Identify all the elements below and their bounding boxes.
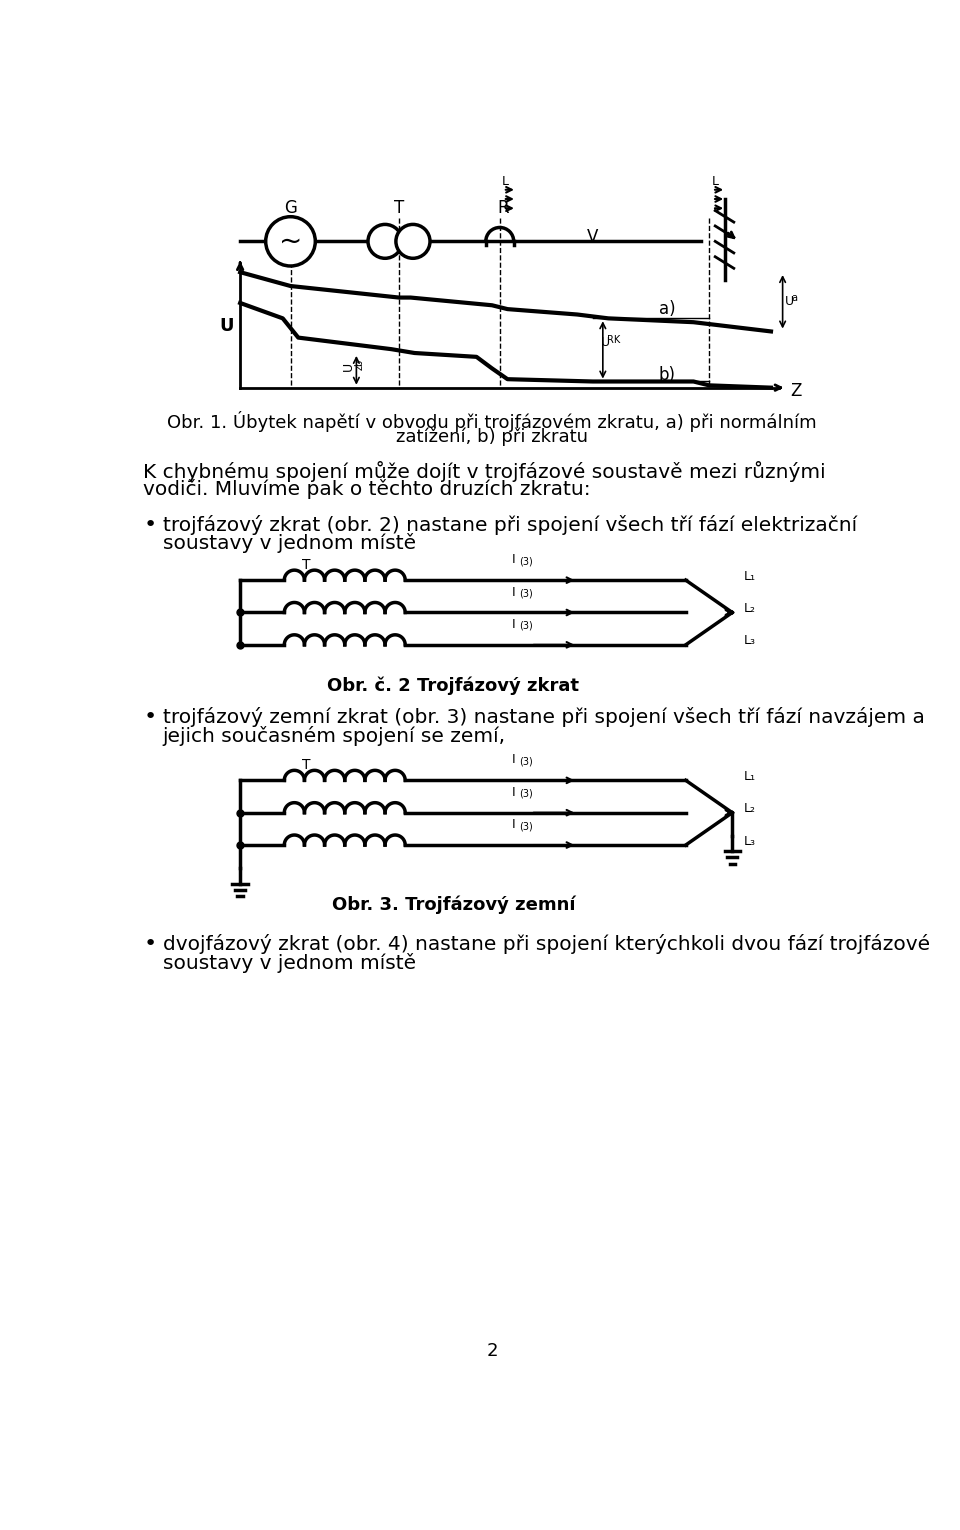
Text: (3): (3) (519, 557, 533, 566)
Text: (3): (3) (519, 822, 533, 831)
Text: U: U (219, 317, 233, 335)
Text: trojfázový zkrat (obr. 2) nastane při spojení všech tří fází elektrizační: trojfázový zkrat (obr. 2) nastane při sp… (162, 514, 856, 534)
Text: U: U (342, 361, 355, 370)
Text: Obr. 1. Úbytek napětí v obvodu při trojfázovém zkratu, a) při normálním: Obr. 1. Úbytek napětí v obvodu při trojf… (167, 410, 817, 431)
Circle shape (368, 225, 402, 259)
Text: L₂: L₂ (744, 603, 756, 615)
Text: L₁: L₁ (744, 770, 756, 783)
Text: T: T (394, 199, 404, 217)
Text: K chybnému spojení může dojít v trojfázové soustavě mezi různými: K chybnému spojení může dojít v trojfázo… (143, 461, 826, 482)
Text: L₂: L₂ (744, 802, 756, 815)
Text: L: L (502, 174, 509, 188)
Text: vodiči. Mluvíme pak o těchto druzích zkratu:: vodiči. Mluvíme pak o těchto druzích zkr… (143, 479, 590, 499)
Circle shape (396, 225, 430, 259)
Circle shape (266, 217, 315, 266)
Text: Obr. 3. Trojfázový zemní: Obr. 3. Trojfázový zemní (331, 897, 575, 915)
Text: 2: 2 (487, 1342, 497, 1360)
Text: b): b) (659, 366, 676, 384)
Text: I: I (512, 586, 516, 598)
Text: T: T (301, 757, 310, 773)
Text: I: I (512, 618, 516, 630)
Text: U: U (601, 337, 610, 349)
Text: Obr. č. 2 Trojfázový zkrat: Obr. č. 2 Trojfázový zkrat (327, 676, 579, 695)
Text: (3): (3) (519, 621, 533, 630)
Text: dvojfázový zkrat (obr. 4) nastane při spojení kterýchkoli dvou fází trojfázové: dvojfázový zkrat (obr. 4) nastane při sp… (162, 935, 929, 955)
Text: T: T (301, 558, 310, 572)
Text: L₃: L₃ (744, 835, 756, 848)
Text: zatížení, b) při zkratu: zatížení, b) při zkratu (396, 428, 588, 447)
Text: soustavy v jednom místě: soustavy v jednom místě (162, 532, 416, 554)
Text: •: • (143, 935, 156, 955)
Text: (3): (3) (519, 589, 533, 598)
Text: I: I (512, 819, 516, 831)
Text: soustavy v jednom místě: soustavy v jednom místě (162, 953, 416, 973)
Text: I: I (512, 753, 516, 767)
Text: L: L (711, 174, 718, 188)
Text: trojfázový zemní zkrat (obr. 3) nastane při spojení všech tří fází navzájem a: trojfázový zemní zkrat (obr. 3) nastane … (162, 707, 924, 727)
Text: •: • (143, 707, 156, 727)
Text: jejich současném spojení se zemí,: jejich současném spojení se zemí, (162, 725, 506, 745)
Text: L₁: L₁ (744, 569, 756, 583)
Text: L₃: L₃ (744, 635, 756, 647)
Text: Z: Z (790, 381, 802, 399)
Text: (3): (3) (519, 756, 533, 767)
Text: a: a (791, 292, 797, 303)
Text: I: I (512, 786, 516, 799)
Text: U: U (785, 295, 794, 308)
Text: ~: ~ (278, 228, 302, 256)
Text: G: G (284, 199, 297, 217)
Text: V: V (588, 228, 598, 246)
Text: (3): (3) (519, 789, 533, 799)
Text: a): a) (659, 300, 675, 318)
Text: I: I (512, 554, 516, 566)
Text: zb: zb (355, 358, 365, 370)
Text: RK: RK (607, 335, 620, 344)
Text: R: R (498, 199, 510, 217)
Text: •: • (143, 514, 156, 534)
